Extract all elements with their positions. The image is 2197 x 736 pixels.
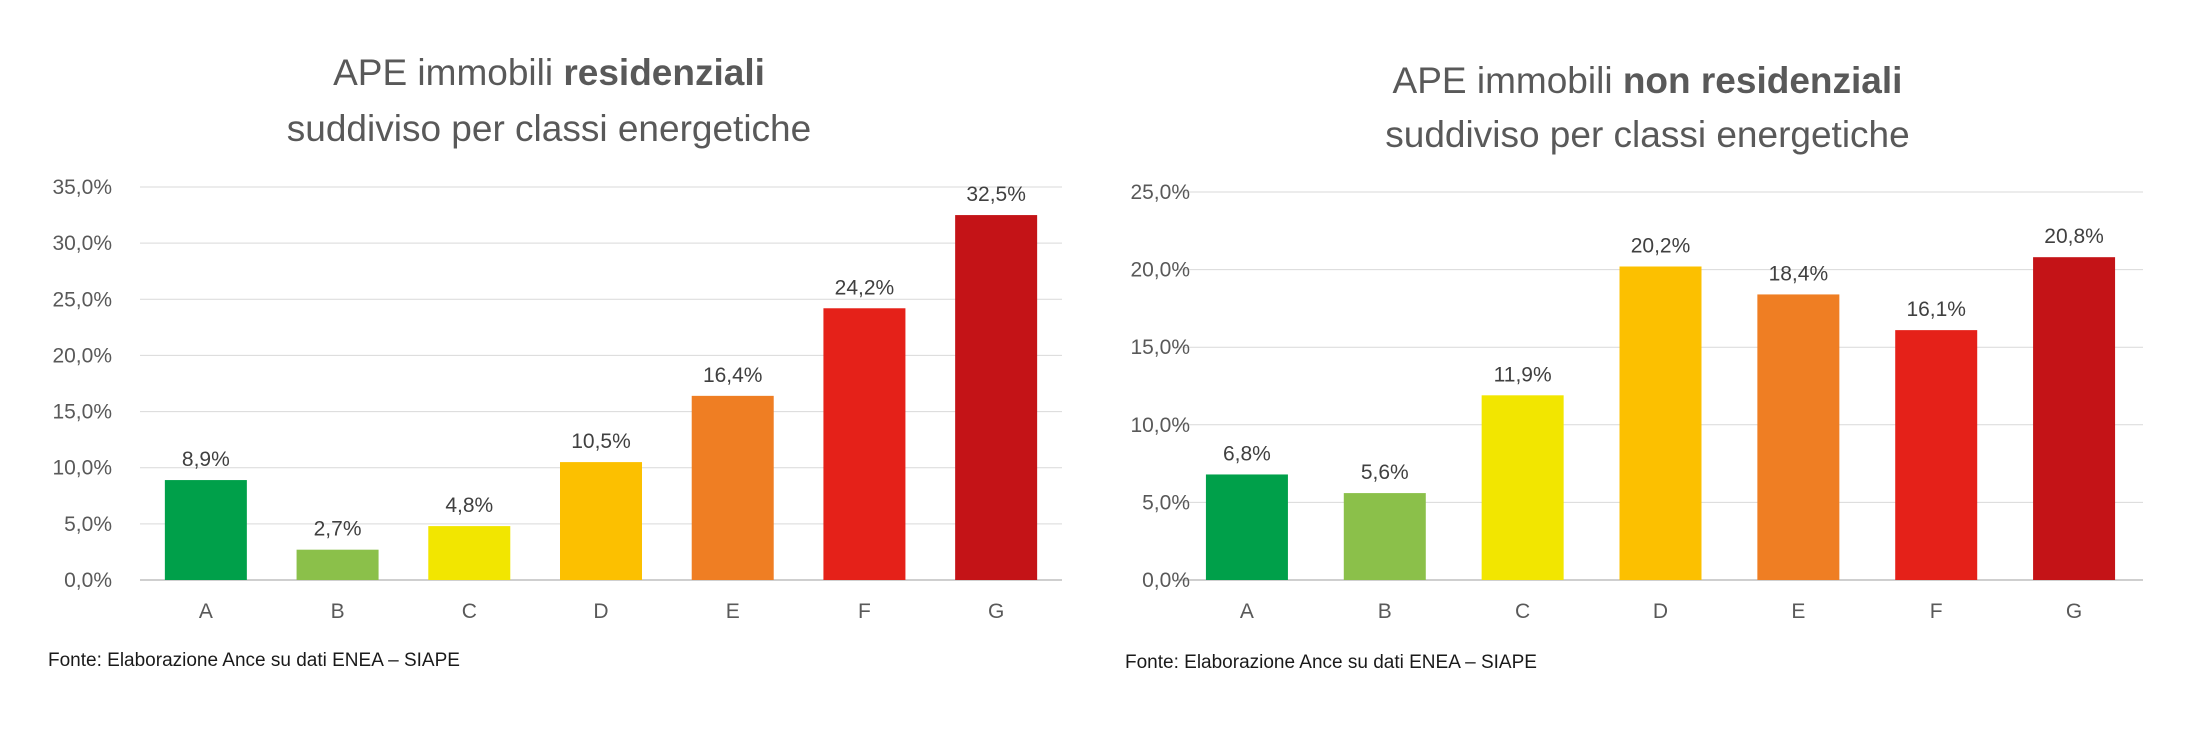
data-label: 32,5% xyxy=(966,183,1026,206)
data-label: 2,7% xyxy=(314,518,362,541)
bar-a xyxy=(1206,474,1288,580)
data-label: 20,8% xyxy=(2044,225,2104,248)
x-tick-label: B xyxy=(331,600,345,623)
data-label: 20,2% xyxy=(1631,234,1691,257)
x-tick-label: C xyxy=(1515,600,1530,623)
x-tick-label: D xyxy=(593,600,608,623)
bar-c xyxy=(1482,395,1564,580)
x-tick-label: D xyxy=(1653,600,1668,623)
y-tick-label: 15,0% xyxy=(1130,336,1190,359)
source-note: Fonte: Elaborazione Ance su dati ENEA – … xyxy=(1125,652,1537,674)
x-tick-label: G xyxy=(988,600,1004,623)
x-tick-label: F xyxy=(1930,600,1943,623)
data-label: 6,8% xyxy=(1223,442,1271,465)
y-tick-label: 0,0% xyxy=(1142,569,1190,592)
bar-a xyxy=(165,480,247,580)
y-tick-label: 10,0% xyxy=(1130,414,1190,437)
data-label: 16,1% xyxy=(1906,298,1966,321)
bar-b xyxy=(297,550,379,580)
data-label: 8,9% xyxy=(182,448,230,471)
data-label: 16,4% xyxy=(703,364,763,387)
bar-e xyxy=(1757,294,1839,580)
data-label: 4,8% xyxy=(445,494,493,517)
y-tick-label: 15,0% xyxy=(52,401,112,424)
bar-chart-svg: 0,0% 5,0% 10,0% 15,0% 20,0% 25,0% 6,8% A 5,6% B 11… xyxy=(1098,0,2197,736)
bar-e xyxy=(692,396,774,580)
x-tick-label: B xyxy=(1378,600,1392,623)
x-tick-label: G xyxy=(2066,600,2082,623)
y-tick-label: 5,0% xyxy=(1142,491,1190,514)
y-tick-label: 20,0% xyxy=(52,344,112,367)
bar-g xyxy=(955,215,1037,580)
data-label: 10,5% xyxy=(571,430,631,453)
y-tick-label: 30,0% xyxy=(52,232,112,255)
y-tick-label: 20,0% xyxy=(1130,259,1190,282)
y-tick-label: 25,0% xyxy=(52,288,112,311)
bar-f xyxy=(1895,330,1977,580)
x-tick-label: E xyxy=(1791,600,1805,623)
chart-residenziali: APE immobili residenziali suddiviso per … xyxy=(0,0,1098,736)
x-tick-label: F xyxy=(858,600,871,623)
bar-chart-svg: 0,0% 5,0% 10,0% 15,0% 20,0% 25,0% 30,0% 35,0% 8,… xyxy=(0,0,1098,736)
bar-f xyxy=(823,308,905,580)
bar-b xyxy=(1344,493,1426,580)
bar-g xyxy=(2033,257,2115,580)
data-label: 5,6% xyxy=(1361,461,1409,484)
bar-d xyxy=(1620,266,1702,580)
data-label: 24,2% xyxy=(835,276,895,299)
y-tick-label: 35,0% xyxy=(52,176,112,199)
bar-d xyxy=(560,462,642,580)
y-tick-label: 25,0% xyxy=(1130,181,1190,204)
chart-non-residenziali: APE immobili non residenziali suddiviso … xyxy=(1098,0,2197,736)
x-tick-label: A xyxy=(1240,600,1254,623)
data-label: 18,4% xyxy=(1769,262,1829,285)
bar-c xyxy=(428,526,510,580)
source-note: Fonte: Elaborazione Ance su dati ENEA – … xyxy=(48,650,460,672)
x-tick-label: A xyxy=(199,600,213,623)
y-tick-label: 5,0% xyxy=(64,513,112,536)
y-tick-label: 0,0% xyxy=(64,569,112,592)
x-tick-label: C xyxy=(462,600,477,623)
data-label: 11,9% xyxy=(1494,363,1552,386)
y-tick-label: 10,0% xyxy=(52,457,112,480)
x-tick-label: E xyxy=(726,600,740,623)
